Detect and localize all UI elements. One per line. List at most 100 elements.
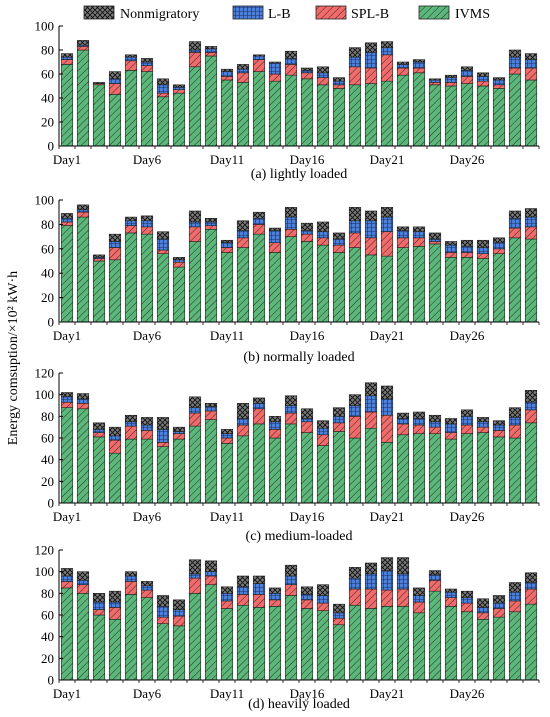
bar-segment-nonmigratory-day25: [444, 241, 458, 246]
bar-segment-l-b-day5: [124, 421, 138, 427]
bar-segment-ivms-day8: [172, 625, 186, 681]
bar-segment-nonmigratory-day17: [316, 66, 330, 74]
bar-segment-l-b-day13: [252, 55, 266, 60]
bar-segment-nonmigratory-day30: [524, 390, 538, 403]
bar-segment-spl-b-day21: [380, 414, 394, 443]
bar-segment-ivms-day4: [108, 619, 122, 681]
bar-segment-nonmigratory-day10: [204, 560, 218, 572]
bar-segment-spl-b-day17: [316, 602, 330, 611]
x-tick-label: Day6: [133, 509, 162, 524]
bar-segment-ivms-day8: [172, 438, 186, 504]
bar-segment-l-b-day11: [220, 433, 234, 439]
bar-segment-l-b-day17: [316, 231, 330, 239]
bar-segment-nonmigratory-day5: [124, 216, 138, 222]
bar-segment-spl-b-day26: [460, 76, 474, 84]
bar-segment-nonmigratory-day14: [268, 61, 282, 64]
bar-segment-nonmigratory-day16: [300, 222, 314, 231]
bar-segment-l-b-day21: [380, 398, 394, 416]
panel-caption: (b) normally loaded: [243, 350, 354, 365]
y-tick-label: 60: [41, 241, 54, 256]
bar-segment-ivms-day13: [252, 423, 266, 504]
bar-segment-l-b-day28: [492, 602, 506, 609]
bar-segment-spl-b-day4: [108, 439, 122, 454]
y-tick-label: 0: [48, 496, 55, 511]
bar-segment-spl-b-day9: [188, 226, 202, 242]
bar-segment-spl-b-day11: [220, 247, 234, 253]
bar-segment-ivms-day6: [140, 438, 154, 504]
bar-segment-ivms-day14: [268, 252, 282, 323]
bar-segment-ivms-day25: [444, 606, 458, 681]
bar-segment-ivms-day4: [108, 94, 122, 147]
bar-segment-ivms-day28: [492, 436, 506, 504]
x-tick-label: Day26: [450, 328, 485, 343]
bar-segment-spl-b-day30: [524, 67, 538, 81]
bar-segment-ivms-day3: [92, 84, 106, 147]
bar-segment-nonmigratory-day15: [284, 564, 298, 577]
bar-segment-spl-b-day13: [252, 224, 266, 235]
bar-segment-l-b-day7: [156, 429, 170, 443]
bar-segment-nonmigratory-day24: [428, 570, 442, 576]
bar-segment-ivms-day15: [284, 236, 298, 323]
y-tick-label: 60: [41, 431, 54, 446]
bar-segment-spl-b-day7: [156, 442, 170, 447]
bar-segment-ivms-day14: [268, 80, 282, 147]
bar-segment-ivms-day17: [316, 244, 330, 323]
bar-segment-nonmigratory-day16: [300, 408, 314, 419]
y-tick-label: 120: [35, 543, 55, 558]
bar-segment-ivms-day24: [428, 243, 442, 323]
chart-panel-normally-loaded: 0 20 40 60 80 100 Day1 Day6 Day11 Day16 Day21 Day26…: [35, 193, 540, 365]
bar-segment-ivms-day10: [204, 419, 218, 504]
bar-segment-ivms-day26: [460, 611, 474, 681]
bar-segment-ivms-day22: [396, 74, 410, 147]
bar-segment-nonmigratory-day11: [220, 68, 234, 72]
bar-segment-nonmigratory-day25: [444, 418, 458, 425]
y-tick-label: 20: [41, 474, 54, 489]
bar-segment-nonmigratory-day5: [124, 571, 138, 577]
bar-segment-l-b-day2: [76, 580, 90, 585]
bar-segment-ivms-day3: [92, 436, 106, 504]
bar-segment-ivms-day26: [460, 433, 474, 504]
bar-segment-l-b-day27: [476, 421, 490, 428]
x-tick-label: Day11: [210, 152, 244, 167]
bar-segment-ivms-day15: [284, 74, 298, 147]
bar-segment-l-b-day5: [124, 56, 138, 62]
bar-segment-spl-b-day7: [156, 249, 170, 254]
bar-segment-l-b-day2: [76, 209, 90, 213]
bar-segment-ivms-day25: [444, 438, 458, 504]
bar-segment-nonmigratory-day23: [412, 226, 426, 233]
bar-segment-l-b-day26: [460, 246, 474, 253]
bar-segment-nonmigratory-day17: [316, 584, 330, 596]
bar-segment-spl-b-day19: [348, 66, 362, 86]
x-tick-label: Day21: [370, 152, 405, 167]
bar-segment-nonmigratory-day7: [156, 231, 170, 240]
bar-segment-nonmigratory-day21: [380, 557, 394, 571]
x-tick-label: Day16: [290, 328, 325, 343]
bar-segment-l-b-day26: [460, 416, 474, 426]
bar-segment-l-b-day4: [108, 435, 122, 441]
bar-segment-nonmigratory-day3: [92, 422, 106, 430]
bar-segment-l-b-day4: [108, 78, 122, 84]
bar-segment-nonmigratory-day7: [156, 417, 170, 430]
bar-segment-nonmigratory-day26: [460, 239, 474, 247]
bar-segment-l-b-day18: [332, 612, 346, 619]
bar-segment-l-b-day14: [268, 230, 282, 243]
bar-segment-ivms-day13: [252, 71, 266, 147]
bar-segment-l-b-day19: [348, 56, 362, 68]
bar-segment-l-b-day21: [380, 570, 394, 591]
bar-segment-ivms-day26: [460, 83, 474, 147]
bar-segment-l-b-day14: [268, 62, 282, 75]
panel-caption: (d) heavily loaded: [248, 697, 350, 712]
bar-segment-l-b-day30: [524, 59, 538, 69]
bar-segment-ivms-day28: [492, 253, 506, 323]
bar-segment-l-b-day1: [60, 56, 74, 60]
bar-segment-ivms-day11: [220, 443, 234, 504]
bar-segment-ivms-day4: [108, 452, 122, 504]
bar-segment-ivms-day7: [156, 96, 170, 147]
bar-segment-ivms-day7: [156, 253, 170, 323]
bar-segment-ivms-day27: [476, 85, 490, 147]
chart-panel-medium-loaded: 0 20 40 60 80 100 120 Day1 Day6 Day11 Day16 Day21 Da…: [35, 366, 540, 544]
bar-segment-spl-b-day27: [476, 426, 490, 433]
bar-segment-nonmigratory-day30: [524, 208, 538, 218]
bar-segment-nonmigratory-day4: [108, 233, 122, 242]
bar-segment-l-b-day4: [108, 601, 122, 608]
